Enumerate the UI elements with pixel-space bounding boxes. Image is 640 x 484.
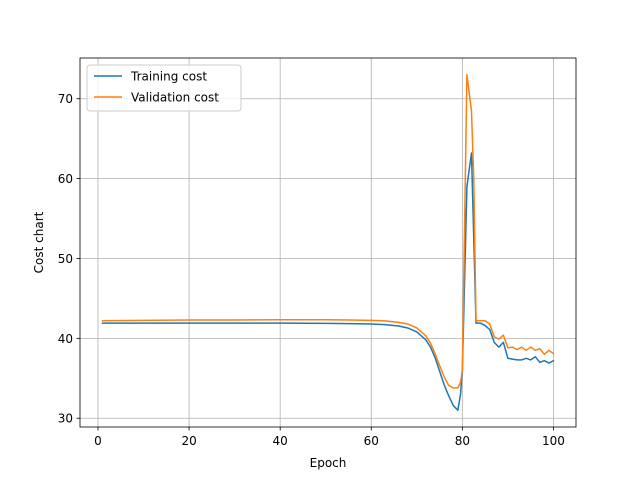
x-tick-label: 40 bbox=[273, 434, 288, 448]
x-axis-label: Epoch bbox=[310, 456, 347, 470]
validation-cost-line bbox=[101, 74, 555, 389]
ticks: 0 20 40 60 80 100 30 40 50 60 70 bbox=[58, 92, 565, 448]
y-tick-label: 60 bbox=[58, 172, 73, 186]
legend: Training cost Validation cost bbox=[86, 64, 242, 112]
y-tick-label: 70 bbox=[58, 92, 73, 106]
x-tick-label: 100 bbox=[542, 434, 565, 448]
plot-frame bbox=[79, 57, 577, 428]
training-cost-line bbox=[101, 152, 555, 411]
x-tick-label: 60 bbox=[364, 434, 379, 448]
y-tick-label: 30 bbox=[58, 412, 73, 426]
x-tick-label: 80 bbox=[455, 434, 470, 448]
legend-box bbox=[86, 64, 242, 112]
legend-label-training: Training cost bbox=[130, 70, 207, 84]
legend-label-validation: Validation cost bbox=[131, 91, 219, 105]
y-tick-label: 50 bbox=[58, 252, 73, 266]
y-axis-label: Cost chart bbox=[32, 211, 46, 273]
x-tick-label: 20 bbox=[181, 434, 196, 448]
series-layer bbox=[101, 74, 555, 411]
grid bbox=[80, 58, 576, 427]
x-tick-label: 0 bbox=[94, 434, 102, 448]
y-tick-label: 40 bbox=[58, 332, 73, 346]
